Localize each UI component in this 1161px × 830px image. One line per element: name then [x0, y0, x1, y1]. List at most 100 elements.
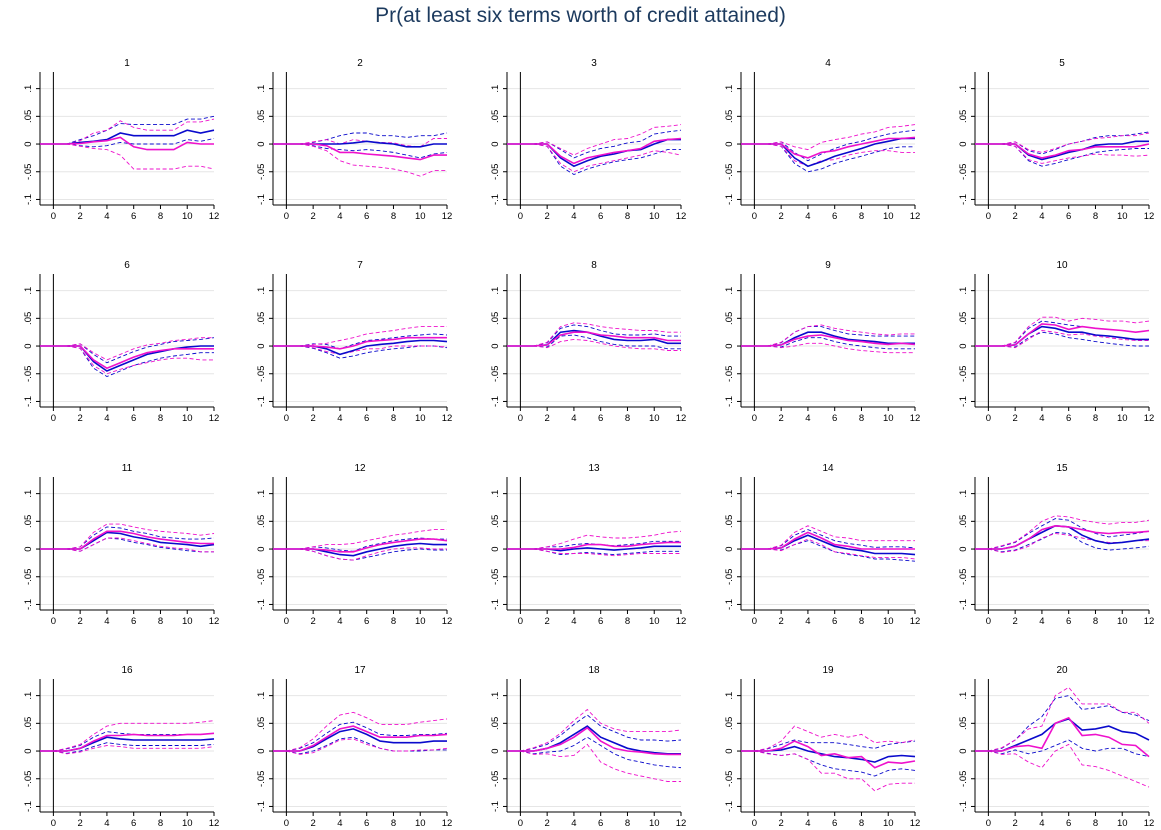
y-tick-label: .1 [958, 287, 969, 295]
series-2-upper-bound [273, 711, 448, 752]
x-tick-label: 8 [1093, 211, 1098, 222]
x-tick-label: 4 [104, 211, 109, 222]
series-2-lower-bound [975, 743, 1150, 788]
x-tick-label: 6 [598, 211, 603, 222]
x-tick-label: 0 [986, 413, 991, 424]
x-tick-label: 10 [415, 211, 426, 222]
series-2-lower-bound [273, 738, 448, 755]
panel-19: 19 0 2 4 6 8 10 12 -.1 -.05 0 .05 .1 [724, 665, 920, 829]
series-2-lower-bound [507, 338, 681, 351]
x-tick-label: 12 [1144, 818, 1155, 829]
y-tick-label: .1 [256, 287, 267, 295]
x-tick-label: 8 [625, 818, 630, 829]
y-tick-label: -.1 [23, 599, 34, 610]
y-tick-label: -.05 [958, 569, 969, 585]
y-tick-label: -.05 [724, 164, 735, 180]
x-tick-label: 4 [1039, 616, 1044, 627]
series-2-lower-bound [40, 143, 215, 170]
series-2-estimate [507, 331, 681, 347]
y-tick-label: -.1 [490, 801, 501, 812]
x-tick-label: 8 [859, 616, 864, 627]
y-tick-label: -.05 [256, 771, 267, 787]
x-tick-label: 2 [545, 413, 550, 424]
panel-title: 4 [825, 58, 831, 69]
y-tick-label: -.1 [958, 194, 969, 205]
panel-title: 1 [124, 58, 130, 69]
y-tick-label: .05 [23, 515, 34, 528]
x-tick-label: 4 [104, 413, 109, 424]
panel-9: 9 0 2 4 6 8 10 12 -.1 -.05 0 .05 .1 [724, 260, 920, 424]
panel-title: 2 [357, 58, 363, 69]
series-2-upper-bound [975, 686, 1150, 752]
series-1-upper-bound [507, 714, 682, 752]
x-tick-label: 4 [805, 616, 810, 627]
y-tick-label: 0 [724, 546, 735, 551]
x-tick-label: 4 [1039, 818, 1044, 829]
x-tick-label: 10 [649, 616, 660, 627]
y-tick-label: .05 [490, 717, 501, 730]
panel-5: 5 0 2 4 6 8 10 12 -.1 -.05 0 .05 .1 [958, 58, 1154, 222]
x-tick-label: 6 [131, 616, 136, 627]
series-2-lower-bound [40, 745, 215, 755]
y-tick-label: .05 [724, 312, 735, 325]
x-tick-label: 4 [104, 616, 109, 627]
y-tick-label: -.1 [724, 599, 735, 610]
panel-title: 18 [588, 665, 600, 676]
y-tick-label: -.1 [23, 396, 34, 407]
chart-title: Pr(at least six terms worth of credit at… [375, 4, 786, 27]
x-tick-label: 2 [1013, 413, 1018, 424]
series-2-lower-bound [741, 143, 915, 167]
series-1-lower-bound [507, 736, 682, 769]
panel-title: 15 [1056, 463, 1068, 474]
y-tick-label: -.1 [23, 801, 34, 812]
y-tick-label: .1 [724, 692, 735, 700]
y-tick-label: .1 [490, 490, 501, 498]
x-tick-label: 0 [284, 616, 289, 627]
x-tick-label: 12 [442, 211, 453, 222]
x-tick-label: 8 [859, 413, 864, 424]
y-tick-label: 0 [490, 748, 501, 753]
x-tick-label: 8 [158, 211, 163, 222]
y-tick-label: .1 [490, 692, 501, 700]
x-tick-label: 12 [1144, 211, 1155, 222]
y-tick-label: -.05 [958, 366, 969, 382]
x-tick-label: 12 [1144, 616, 1155, 627]
x-tick-label: 10 [649, 211, 660, 222]
panel-6: 6 0 2 4 6 8 10 12 -.1 -.05 0 .05 .1 [23, 260, 219, 424]
x-tick-label: 2 [779, 413, 784, 424]
y-tick-label: 0 [490, 141, 501, 146]
y-tick-label: -.1 [256, 801, 267, 812]
panel-3: 3 0 2 4 6 8 10 12 -.1 -.05 0 .05 .1 [490, 58, 686, 222]
series-2-estimate [40, 345, 214, 370]
y-tick-label: .1 [23, 85, 34, 93]
x-tick-label: 10 [1117, 211, 1128, 222]
y-tick-label: .1 [724, 85, 735, 93]
y-tick-label: -.05 [256, 164, 267, 180]
x-tick-label: 12 [209, 818, 220, 829]
x-tick-label: 6 [598, 818, 603, 829]
x-tick-label: 8 [391, 818, 396, 829]
panel-10: 10 0 2 4 6 8 10 12 -.1 -.05 0 .05 .1 [958, 260, 1154, 424]
series-1-upper-bound [975, 518, 1150, 550]
y-tick-label: -.1 [490, 396, 501, 407]
x-tick-label: 12 [442, 413, 453, 424]
panel-16: 16 0 2 4 6 8 10 12 -.1 -.05 0 .05 .1 [23, 665, 219, 829]
x-tick-label: 12 [676, 413, 687, 424]
x-tick-label: 4 [805, 211, 810, 222]
series-2-estimate [975, 716, 1150, 758]
x-tick-label: 2 [1013, 616, 1018, 627]
x-tick-label: 6 [598, 616, 603, 627]
series-2-upper-bound [40, 720, 215, 752]
y-tick-label: .1 [23, 692, 34, 700]
series-2-estimate [40, 732, 215, 752]
x-tick-label: 12 [676, 211, 687, 222]
x-tick-label: 6 [364, 211, 369, 222]
y-tick-label: 0 [958, 748, 969, 753]
series-2-estimate [40, 530, 214, 550]
x-tick-label: 8 [625, 616, 630, 627]
x-tick-label: 2 [779, 616, 784, 627]
panel-4: 4 0 2 4 6 8 10 12 -.1 -.05 0 .05 .1 [724, 58, 920, 222]
x-tick-label: 6 [832, 616, 837, 627]
y-tick-label: 0 [724, 343, 735, 348]
y-tick-label: -.1 [724, 396, 735, 407]
